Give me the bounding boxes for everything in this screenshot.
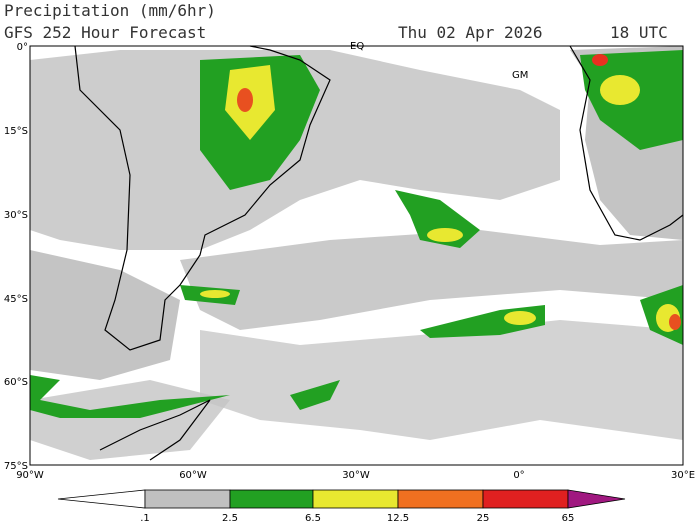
equator-marker: EQ	[350, 41, 364, 52]
map-frame	[29, 45, 684, 466]
greenwich-marker: GM	[512, 70, 528, 81]
colorbar-label: 25	[477, 513, 490, 524]
colorbar-label: 2.5	[222, 513, 238, 524]
colorbar-label: 65	[562, 513, 575, 524]
subtitle: GFS 252 Hour Forecast	[4, 23, 206, 42]
lon-label: 60°W	[179, 470, 207, 481]
lat-label: 15°S	[4, 126, 28, 137]
coastlines	[74, 45, 684, 461]
lon-label: 30°W	[342, 470, 370, 481]
time: 18 UTC	[610, 23, 668, 42]
lat-label: 75°S	[4, 461, 28, 472]
title: Precipitation (mm/6hr)	[4, 1, 216, 20]
lon-label: 30°E	[671, 470, 695, 481]
colorbar	[57, 489, 626, 509]
lat-label: 30°S	[4, 210, 28, 221]
lon-label: 0°	[513, 470, 524, 481]
lat-label: 0°	[17, 42, 28, 53]
lat-label: 45°S	[4, 294, 28, 305]
colorbar-label: 12.5	[387, 513, 409, 524]
lon-label: 90°W	[16, 470, 44, 481]
precip-field	[30, 46, 683, 465]
lat-label: 60°S	[4, 377, 28, 388]
colorbar-label: 6.5	[305, 513, 321, 524]
date: Thu 02 Apr 2026	[398, 23, 543, 42]
colorbar-label: .1	[140, 513, 150, 524]
